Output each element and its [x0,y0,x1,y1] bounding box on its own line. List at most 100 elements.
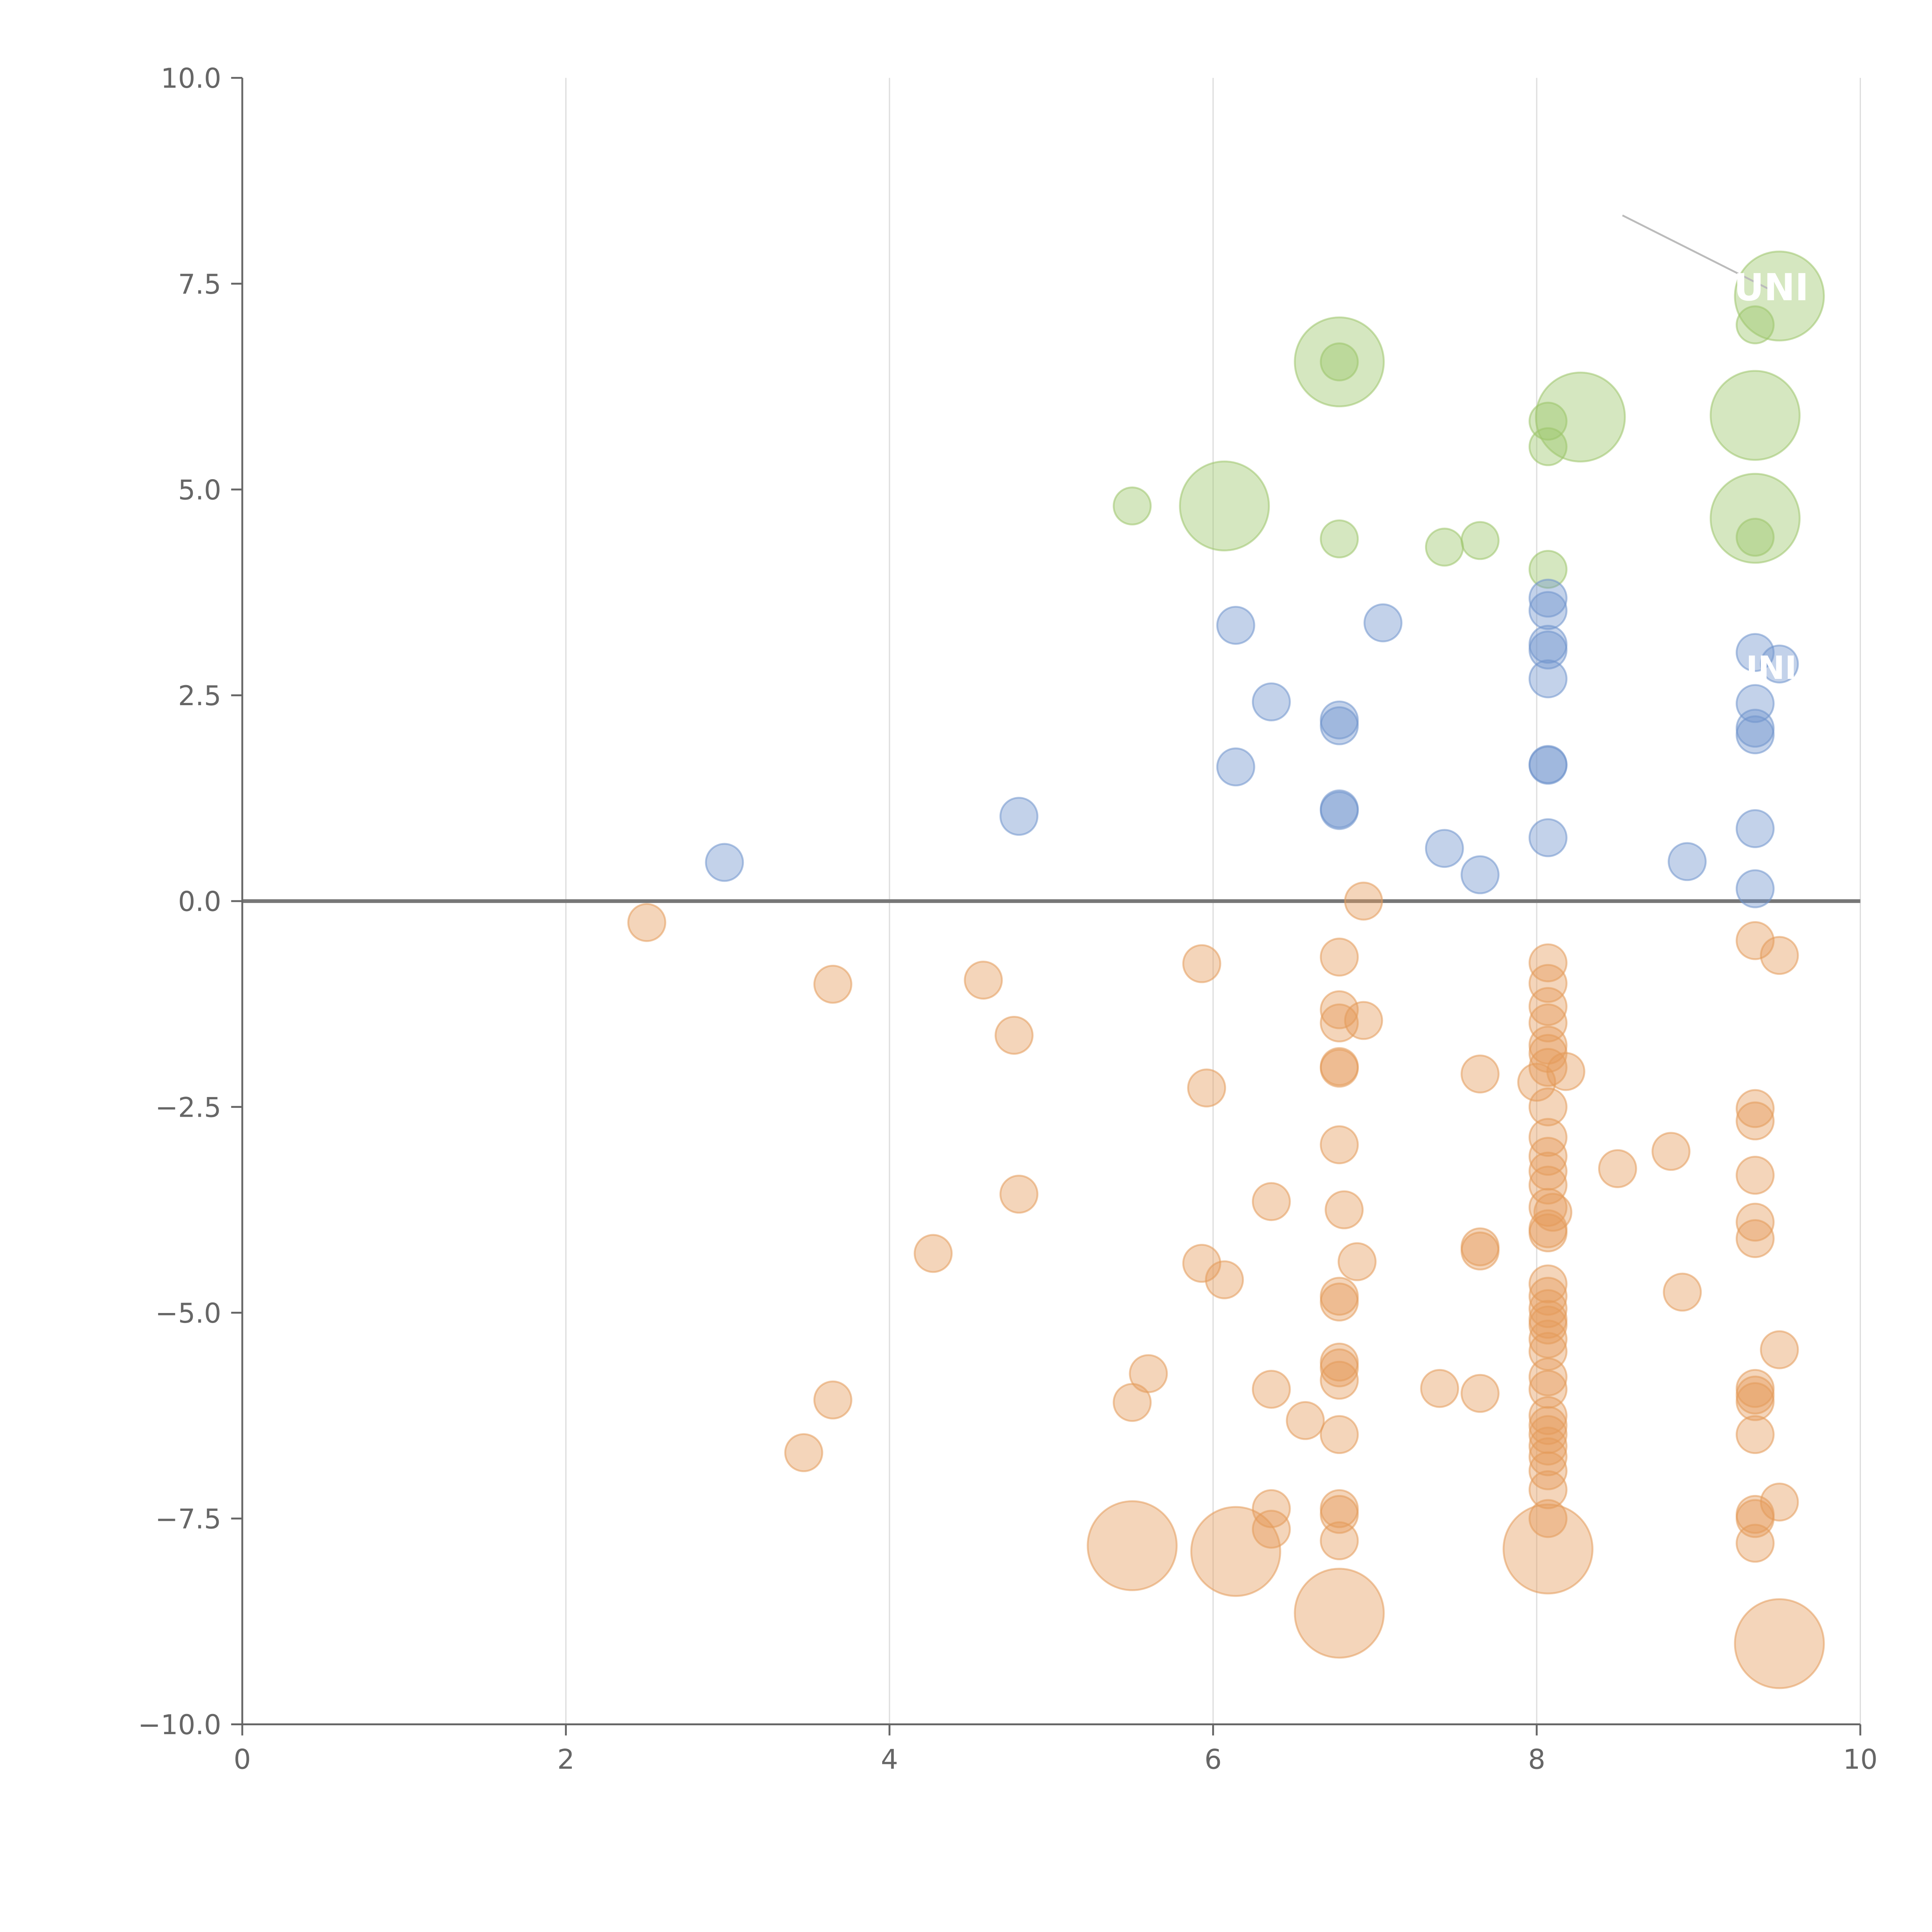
x-tick-label-4: 8 [1528,1744,1546,1776]
blue-bubble-27 [1735,869,1775,908]
orange-bubble-46 [1528,943,1568,983]
y-tick-label-8: −10.0 [138,1709,221,1741]
orange-bubble-81 [1502,1503,1594,1595]
orange-bubble-16 [1252,1182,1291,1221]
orange-bubble-39 [1294,1568,1385,1659]
x-tick-label-5: 10 [1843,1744,1878,1776]
green-bubble-15 [1735,517,1775,557]
axes: 10.0 7.5 5.0 2.5 0.0 −2.5 −5.0 −7.5 −10.0 0 2 4 6 8 10 [138,63,1878,1776]
orange-bubble-74 [1528,1406,1568,1445]
orange-bubble-29 [1337,1242,1377,1281]
orange-bubble-87 [1735,1089,1775,1128]
blue-bubble-16 [1528,659,1568,699]
orange-bubble-3 [784,1433,823,1472]
orange-bubble-12 [1187,1068,1226,1108]
orange-bubble-27 [1320,1125,1359,1165]
blue-bubble-0 [705,843,744,882]
orange-bubble-42 [1461,1054,1500,1094]
orange-bubble-99 [1760,1482,1799,1522]
orange-bubble-80 [1528,1499,1568,1538]
green-bubble-5 [1425,527,1464,567]
orange-bubble-83 [1651,1132,1690,1171]
orange-bubble-14 [1205,1260,1244,1299]
bubble-label-0: UNI [1734,266,1809,309]
orange-bubble-77 [1528,1437,1568,1476]
x-tick-label-0: 0 [234,1744,251,1776]
orange-bubble-40 [1344,881,1383,921]
orange-bubble-53 [1546,1052,1585,1091]
blue-bubble-6 [1320,706,1359,745]
y-tick-label-4: 0.0 [178,886,221,918]
orange-bubble-55 [1528,1087,1568,1127]
y-tick-label-3: 2.5 [178,680,221,712]
orange-bubble-6 [995,1015,1034,1055]
orange-bubble-47 [1528,964,1568,1003]
orange-bubble-86 [1760,936,1799,975]
orange-bubble-48 [1528,987,1568,1026]
blue-bubble-10 [1425,829,1464,868]
orange-bubble-17 [1252,1370,1291,1409]
orange-bubble-1 [813,964,852,1004]
x-tick-label-1: 2 [557,1744,575,1776]
green-bubble-3 [1179,460,1270,551]
orange-bubble-15 [1190,1506,1281,1597]
green-bubble-6 [1461,521,1500,560]
orange-bubble-85 [1735,921,1775,960]
orange-bubble-57 [1528,1137,1568,1176]
green-bubble-1 [1294,316,1385,408]
orange-bubble-65 [1528,1277,1568,1316]
orange-bubble-33 [1320,1348,1359,1388]
orange-bubble-101 [1734,1598,1825,1689]
orange-bubble-100 [1735,1524,1775,1563]
orange-bubble-49 [1528,1003,1568,1043]
blue-bubble-4 [1216,747,1255,787]
orange-bubble-95 [1735,1382,1775,1421]
orange-bubble-66 [1528,1289,1568,1328]
orange-bubble-18 [1286,1401,1325,1440]
orange-bubble-96 [1735,1415,1775,1454]
blue-bubble-1 [999,797,1039,836]
orange-bubble-34 [1320,1361,1359,1400]
orange-bubble-13 [1182,1244,1221,1283]
x-tick-label-2: 4 [881,1744,898,1776]
green-bubble-0 [1320,342,1359,381]
orange-bubble-84 [1663,1272,1702,1312]
orange-bubble-91 [1735,1219,1775,1258]
blue-bubble-18 [1528,746,1568,785]
y-tick-label-5: −2.5 [155,1092,221,1123]
y-tick-label-2: 5.0 [178,474,221,506]
x-tick-label-3: 6 [1204,1744,1222,1776]
y-tick-label-0: 10.0 [161,63,221,94]
blue-bubble-20 [1668,842,1707,881]
blue-bubble-22 [1760,645,1799,684]
orange-bubble-54 [1517,1063,1556,1102]
orange-bubble-19 [1252,1489,1291,1528]
orange-bubble-79 [1528,1470,1568,1509]
orange-bubble-41 [1420,1369,1459,1408]
orange-bubble-92 [1760,1330,1799,1369]
orange-bubble-82 [1598,1149,1637,1188]
y-tick-label-1: 7.5 [178,269,221,300]
orange-bubble-88 [1735,1101,1775,1141]
orange-bubble-31 [1320,1282,1359,1322]
annotations: UNI INI [1622,214,1809,687]
orange-bubble-63 [1528,1213,1568,1253]
orange-bubble-11 [1182,944,1221,983]
orange-bubble-20 [1252,1510,1291,1549]
green-bubble-9 [1535,371,1626,463]
bubble-label-1: INI [1746,649,1796,687]
y-tick-label-6: −5.0 [155,1298,221,1329]
blue-bubble-25 [1735,715,1775,755]
green-bubble-4 [1320,519,1359,559]
blue-bubble-12 [1528,578,1568,618]
blue-bubble-13 [1528,591,1568,630]
orange-bubble-44 [1461,1231,1500,1270]
orange-bubble-22 [1320,990,1359,1029]
orange-bubble-71 [1528,1357,1568,1396]
blue-bubble-26 [1735,809,1775,848]
blue-bubble-8 [1320,791,1359,830]
orange-bubble-26 [1320,1049,1359,1088]
blue-bubble-19 [1528,818,1568,857]
y-tick-label-7: −7.5 [155,1503,221,1535]
